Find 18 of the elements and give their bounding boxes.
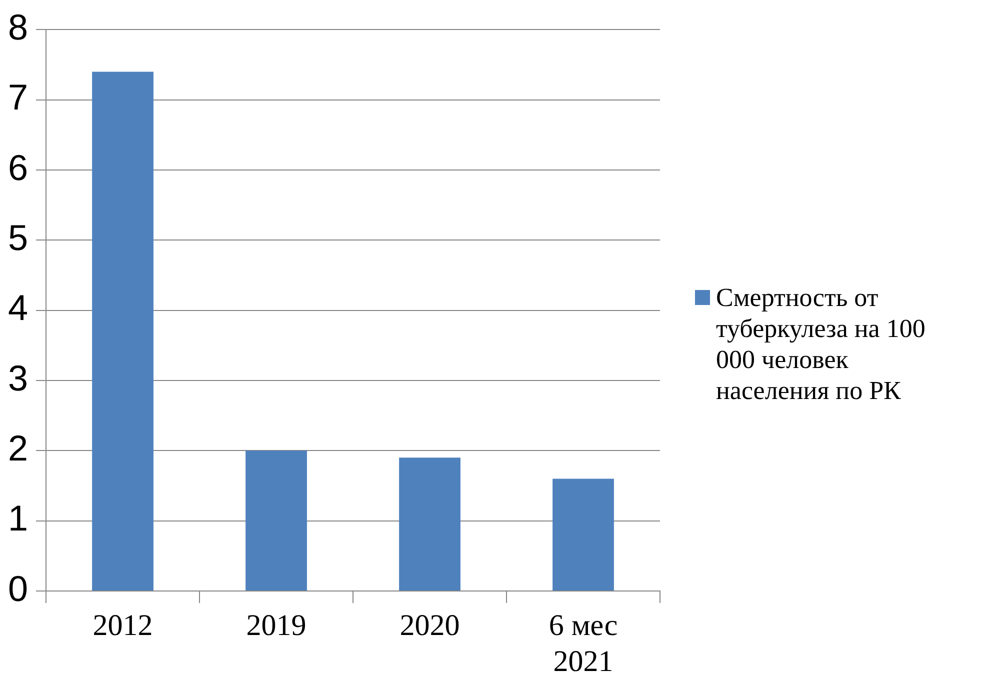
x-tick-label: 2019: [246, 608, 306, 642]
x-tick-label: 2020: [400, 608, 460, 642]
y-tick-label: 8: [8, 6, 28, 48]
bar: [399, 458, 460, 590]
y-tick-label: 4: [8, 287, 28, 328]
y-tick-label: 1: [8, 498, 28, 539]
y-tick-label: 6: [8, 146, 28, 188]
y-tick-label: 7: [8, 76, 28, 118]
y-tick-label: 2: [8, 428, 28, 469]
bar: [552, 478, 614, 590]
x-tick-label: 6 мес 2021: [548, 608, 618, 678]
y-tick-label: 3: [8, 357, 28, 398]
legend-label: Смертность от туберкулеза на 100 000 человек населения по РК: [716, 282, 926, 406]
x-tick-label: 2012: [92, 608, 153, 642]
bar: [246, 450, 307, 590]
y-tick-label: 5: [8, 217, 28, 258]
bar: [92, 72, 154, 590]
y-tick-label: 0: [8, 568, 28, 609]
